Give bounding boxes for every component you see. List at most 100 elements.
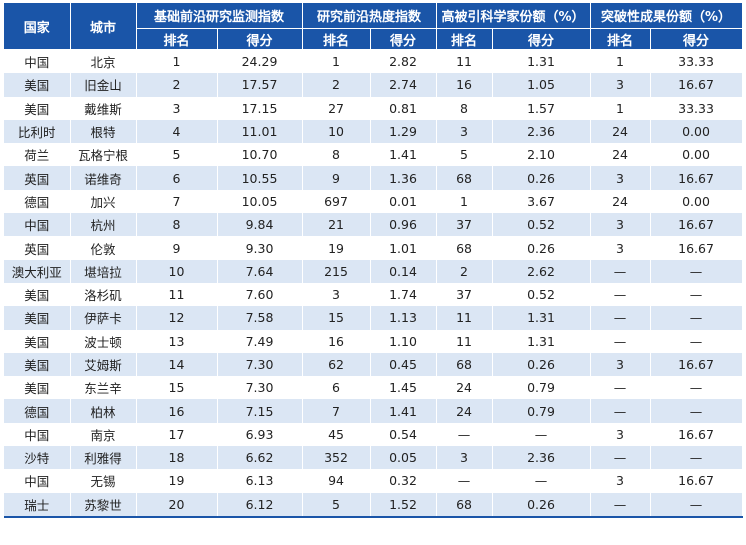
heat-rank-cell: 16 xyxy=(302,329,371,353)
cited-share-cell: 0.26 xyxy=(492,492,591,518)
heat-rank-cell: 45 xyxy=(302,422,371,447)
breakthrough-share-cell: 16.67 xyxy=(650,213,743,237)
cited-rank-cell: 24 xyxy=(436,376,493,400)
cited-rank-cell: — xyxy=(436,422,493,447)
table-row: 沙特 利雅得 18 6.62 352 0.05 3 2.36— — xyxy=(4,446,743,470)
basic-score-cell: 17.15 xyxy=(217,96,303,120)
table-row: 澳大利亚 堪培拉 10 7.64 215 0.14 2 2.62— — xyxy=(4,259,743,283)
table-row: 瑞士 苏黎世 20 6.12 5 1.52 68 0.26— — xyxy=(4,492,743,518)
cited-rank-cell: 11 xyxy=(436,49,493,74)
country-cell: 中国 xyxy=(4,422,71,447)
city-cell: 诺维奇 xyxy=(70,166,137,190)
city-cell: 堪培拉 xyxy=(70,259,137,283)
breakthrough-share-cell: — xyxy=(650,282,743,307)
country-cell: 沙特 xyxy=(4,446,71,470)
breakthrough-share-cell: — xyxy=(650,329,743,353)
country-cell: 美国 xyxy=(4,73,71,97)
heat-rank-cell: 1 xyxy=(302,49,371,74)
breakthrough-rank-cell: 24 xyxy=(590,143,651,167)
heat-score-cell: 0.81 xyxy=(370,96,437,120)
header-score: 得分 xyxy=(492,28,591,50)
heat-score-cell: 1.01 xyxy=(370,236,437,260)
table-row: 中国 无锡 19 6.13 94 0.32— —3 16.67 xyxy=(4,469,743,493)
city-cell: 北京 xyxy=(70,49,137,74)
header-rank: 排名 xyxy=(302,28,371,50)
country-cell: 美国 xyxy=(4,282,71,307)
basic-score-cell: 17.57 xyxy=(217,73,303,97)
table-row: 荷兰 瓦格宁根 5 10.70 8 1.41 5 2.10 24 0.00 xyxy=(4,143,743,167)
cited-rank-cell: 2 xyxy=(436,259,493,283)
cited-share-cell: 1.31 xyxy=(492,306,591,330)
heat-rank-cell: 697 xyxy=(302,189,371,214)
heat-score-cell: 0.32 xyxy=(370,469,437,493)
heat-score-cell: 1.13 xyxy=(370,306,437,330)
heat-score-cell: 1.36 xyxy=(370,166,437,190)
cited-share-cell: 1.31 xyxy=(492,329,591,353)
heat-score-cell: 2.74 xyxy=(370,73,437,97)
city-cell: 柏林 xyxy=(70,399,137,423)
cited-rank-cell: 24 xyxy=(436,399,493,423)
table-row: 美国 东兰辛 15 7.30 6 1.45 24 0.79— — xyxy=(4,376,743,400)
table-row: 英国 伦敦 9 9.30 19 1.01 68 0.26 3 16.67 xyxy=(4,236,743,260)
cited-share-cell: 1.05 xyxy=(492,73,591,97)
table-body: 中国 北京 1 24.29 1 2.82 11 1.31 1 33.33 美国 旧金山 2 17.57 2 2… xyxy=(4,49,743,518)
cited-rank-cell: 68 xyxy=(436,352,493,377)
heat-rank-cell: 9 xyxy=(302,166,371,190)
heat-rank-cell: 7 xyxy=(302,399,371,423)
cited-rank-cell: 11 xyxy=(436,329,493,353)
basic-score-cell: 10.70 xyxy=(217,143,303,167)
table-row: 美国 旧金山 2 17.57 2 2.74 16 1.05 3 16.67 xyxy=(4,73,743,97)
country-cell: 美国 xyxy=(4,376,71,400)
basic-score-cell: 9.30 xyxy=(217,236,303,260)
cited-rank-cell: 3 xyxy=(436,446,493,470)
basic-rank-cell: 8 xyxy=(136,213,218,237)
table-header: 国家 城市 基础前沿研究监测指数 研究前沿热度指数 高被引科学家份额（%） 突破… xyxy=(4,3,743,50)
header-basic-frontier-index: 基础前沿研究监测指数 xyxy=(136,3,303,29)
cited-share-cell: 1.57 xyxy=(492,96,591,120)
basic-rank-cell: 19 xyxy=(136,469,218,493)
country-cell: 比利时 xyxy=(4,119,71,144)
cited-rank-cell: 68 xyxy=(436,236,493,260)
heat-score-cell: 2.82 xyxy=(370,49,437,74)
heat-score-cell: 1.29 xyxy=(370,119,437,144)
cited-share-cell: 2.36 xyxy=(492,446,591,470)
breakthrough-share-cell: 0.00 xyxy=(650,189,743,214)
country-cell: 瑞士 xyxy=(4,492,71,518)
cited-rank-cell: 37 xyxy=(436,282,493,307)
basic-score-cell: 7.15 xyxy=(217,399,303,423)
breakthrough-rank-cell: — xyxy=(590,446,651,470)
breakthrough-rank-cell: — xyxy=(590,329,651,353)
heat-score-cell: 0.14 xyxy=(370,259,437,283)
table-row: 比利时 根特 4 11.01 10 1.29 3 2.36 24 0.00 xyxy=(4,119,743,144)
breakthrough-share-cell: 33.33 xyxy=(650,49,743,74)
basic-score-cell: 10.55 xyxy=(217,166,303,190)
breakthrough-rank-cell: — xyxy=(590,376,651,400)
cited-rank-cell: 68 xyxy=(436,166,493,190)
city-cell: 波士顿 xyxy=(70,329,137,353)
basic-score-cell: 7.30 xyxy=(217,376,303,400)
cited-share-cell: — xyxy=(492,469,591,493)
heat-score-cell: 0.96 xyxy=(370,213,437,237)
cited-share-cell: 0.26 xyxy=(492,166,591,190)
header-city: 城市 xyxy=(70,3,137,50)
cited-share-cell: 1.31 xyxy=(492,49,591,74)
table-row: 美国 戴维斯 3 17.15 27 0.81 8 1.57 1 33.33 xyxy=(4,96,743,120)
country-cell: 中国 xyxy=(4,213,71,237)
breakthrough-rank-cell: 3 xyxy=(590,236,651,260)
basic-rank-cell: 10 xyxy=(136,259,218,283)
cited-share-cell: 3.67 xyxy=(492,189,591,214)
country-cell: 美国 xyxy=(4,352,71,377)
cited-share-cell: 2.36 xyxy=(492,119,591,144)
cited-share-cell: 0.79 xyxy=(492,376,591,400)
country-cell: 英国 xyxy=(4,166,71,190)
table-row: 中国 北京 1 24.29 1 2.82 11 1.31 1 33.33 xyxy=(4,49,743,74)
city-cell: 伊萨卡 xyxy=(70,306,137,330)
breakthrough-rank-cell: 3 xyxy=(590,422,651,447)
heat-score-cell: 1.41 xyxy=(370,399,437,423)
heat-score-cell: 0.05 xyxy=(370,446,437,470)
table-row: 英国 诺维奇 6 10.55 9 1.36 68 0.26 3 16.67 xyxy=(4,166,743,190)
breakthrough-share-cell: — xyxy=(650,492,743,518)
cited-rank-cell: 1 xyxy=(436,189,493,214)
breakthrough-rank-cell: — xyxy=(590,492,651,518)
basic-rank-cell: 15 xyxy=(136,376,218,400)
